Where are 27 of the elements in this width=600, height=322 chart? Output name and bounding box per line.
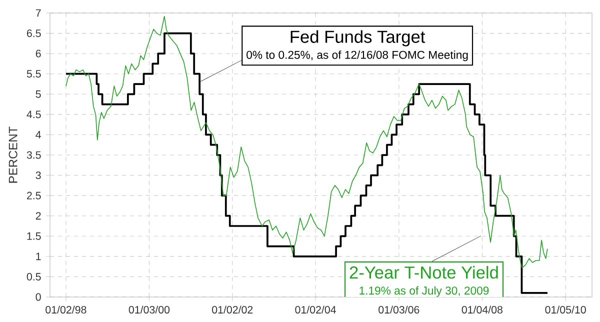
y-tick-label: 2	[36, 212, 41, 220]
text: Fed Funds Target	[290, 30, 426, 46]
annotation: 0% to 0.25%, as of 12/16/08 FOMC Meeting	[246, 50, 468, 62]
y-tick-label: 4.5	[26, 110, 41, 118]
x-tick-label: 01/05/10	[545, 306, 586, 314]
x-tick-label: 01/02/98	[46, 306, 86, 314]
y-tick-label: 7	[36, 9, 41, 17]
y-tick-label: 4	[36, 131, 41, 138]
y-tick-label: 3	[36, 172, 41, 180]
y-tick-label: 3.5	[26, 151, 41, 159]
y-tick-label: 2.5	[27, 192, 41, 200]
y-tick-label: 6	[36, 50, 41, 58]
y-tick-label: 0	[36, 293, 41, 301]
y-tick-label: 1.5	[27, 232, 41, 240]
y-tick-label: 5	[36, 90, 41, 98]
y-tick-label: 5.5	[26, 70, 41, 78]
x-tick-label: 01/03/00	[128, 306, 170, 314]
y-tick-label: 0.5	[26, 272, 41, 280]
x-tick-label: 01/02/02	[212, 306, 253, 314]
y-tick-label: 1	[36, 252, 41, 260]
x-tick-label: 01/02/04	[295, 306, 336, 314]
annotation: 1.19% as of July 30, 2009	[360, 286, 489, 297]
x-tick-label: 01/03/06	[378, 306, 420, 314]
x-tick-label: 01/04/08	[462, 306, 502, 314]
y-axis-title: PERCENT	[8, 126, 18, 183]
y-tick-label: 6.5	[27, 30, 41, 38]
series-label: 2-Year T-Note Yield	[350, 266, 498, 279]
